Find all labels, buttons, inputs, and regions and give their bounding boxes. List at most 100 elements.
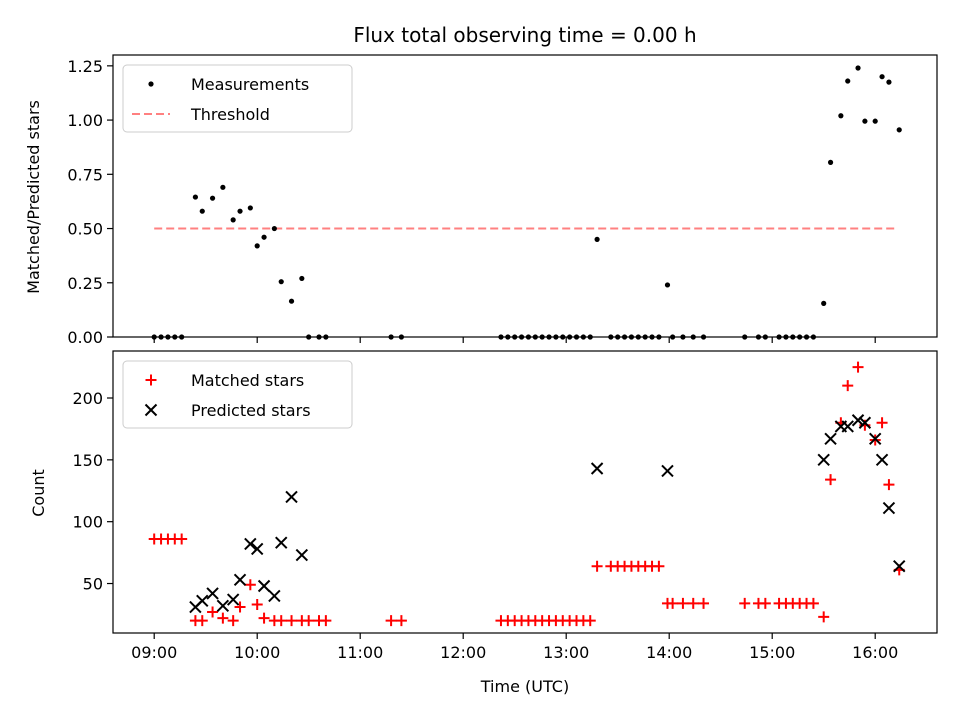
y-tick-label: 0.00 (67, 328, 103, 347)
data-point (896, 127, 902, 133)
data-point (271, 225, 277, 232)
data-point (237, 208, 243, 214)
bottom-plot-frame (112, 350, 938, 634)
data-point (824, 432, 837, 446)
data-point (893, 560, 906, 573)
data-point (244, 537, 257, 551)
data-point (698, 597, 710, 609)
data-point (584, 615, 596, 627)
legend-box (122, 360, 353, 429)
y-tick-label: 0.25 (67, 274, 103, 293)
data-point (258, 612, 270, 624)
data-point (207, 606, 219, 618)
data-point (807, 597, 819, 609)
y-tick-label: 1.00 (67, 111, 103, 130)
data-point (825, 474, 837, 486)
data-point (226, 593, 240, 606)
data-point (858, 416, 872, 429)
data-point (299, 275, 305, 282)
y-tick-label: 50 (83, 575, 103, 594)
legend-label: Matched stars (191, 371, 304, 390)
data-point (278, 279, 284, 285)
data-point (250, 542, 264, 556)
data-point (275, 615, 287, 627)
data-point (667, 597, 679, 609)
data-point (254, 243, 260, 249)
series-predicted-stars (189, 414, 906, 614)
top-panel: 0.00 0.25 0.50 0.75 1.00 1.25 Measurements Thr… (67, 54, 938, 347)
top-plot-frame (112, 54, 938, 338)
data-point (285, 490, 298, 504)
x-tick-label: 11:00 (337, 643, 383, 662)
data-point (827, 159, 834, 165)
data-point (244, 579, 256, 591)
data-point (590, 462, 604, 475)
data-point (233, 573, 247, 587)
data-point (594, 236, 600, 242)
data-point (851, 414, 865, 427)
chart-title: Flux total observing time = 0.00 h (353, 23, 696, 47)
legend-label: Measurements (191, 75, 309, 94)
data-point (879, 74, 885, 80)
data-point (838, 113, 844, 119)
data-point (251, 599, 263, 611)
bottom-panel: 09:00 10:00 11:00 12:00 13:00 14:00 15:00 16:00… (72, 350, 938, 662)
x-tick-label: 14:00 (646, 643, 692, 662)
data-point (862, 118, 868, 124)
data-point (591, 560, 603, 572)
data-point (199, 208, 205, 214)
data-point (227, 615, 239, 627)
data-point (303, 615, 315, 627)
data-point (275, 536, 288, 549)
data-point (176, 533, 188, 545)
data-point (687, 597, 699, 609)
top-axes: 0.00 0.25 0.50 0.75 1.00 1.25 (67, 57, 876, 347)
x-tick-label: 12:00 (440, 643, 486, 662)
data-point (876, 417, 888, 429)
bottom-plot-marks (148, 361, 906, 627)
data-point (661, 464, 674, 478)
data-point (209, 195, 216, 201)
data-point (286, 615, 298, 627)
data-point (818, 611, 830, 623)
data-point (234, 601, 246, 613)
data-point (664, 282, 671, 288)
data-point (206, 587, 219, 600)
x-tick-label: 15:00 (749, 643, 795, 662)
data-point (845, 78, 851, 84)
bottom-axes: 09:00 10:00 11:00 12:00 13:00 14:00 15:00 16:00… (72, 389, 898, 662)
data-point (677, 597, 689, 609)
legend-box (122, 64, 353, 133)
y-tick-label: 100 (72, 513, 103, 532)
y-tick-label: 1.25 (67, 57, 103, 76)
x-tick-label: 10:00 (234, 643, 280, 662)
bottom-y-axis-label: Count (29, 469, 48, 517)
data-point (230, 217, 236, 223)
data-point (842, 380, 854, 392)
y-tick-label: 0.75 (67, 165, 103, 184)
data-point (852, 361, 864, 373)
data-point (653, 560, 665, 572)
data-point (759, 597, 771, 609)
data-point (320, 615, 332, 627)
data-point (821, 300, 827, 306)
data-point (247, 205, 253, 211)
data-point (883, 479, 895, 491)
data-point (872, 118, 878, 124)
data-point (875, 453, 889, 467)
data-point (886, 79, 892, 85)
data-point (855, 65, 861, 71)
data-point (385, 615, 397, 627)
data-point (395, 615, 407, 627)
legend-marker (144, 403, 158, 417)
series-matched-stars (148, 361, 905, 627)
top-y-axis-label: Matched/Predicted stars (24, 100, 43, 294)
data-point (817, 453, 830, 467)
y-tick-label: 0.50 (67, 220, 103, 239)
x-tick-label: 13:00 (543, 643, 589, 662)
data-point (220, 184, 226, 190)
data-point (196, 615, 208, 627)
y-tick-label: 200 (72, 389, 103, 408)
data-point (261, 234, 267, 240)
